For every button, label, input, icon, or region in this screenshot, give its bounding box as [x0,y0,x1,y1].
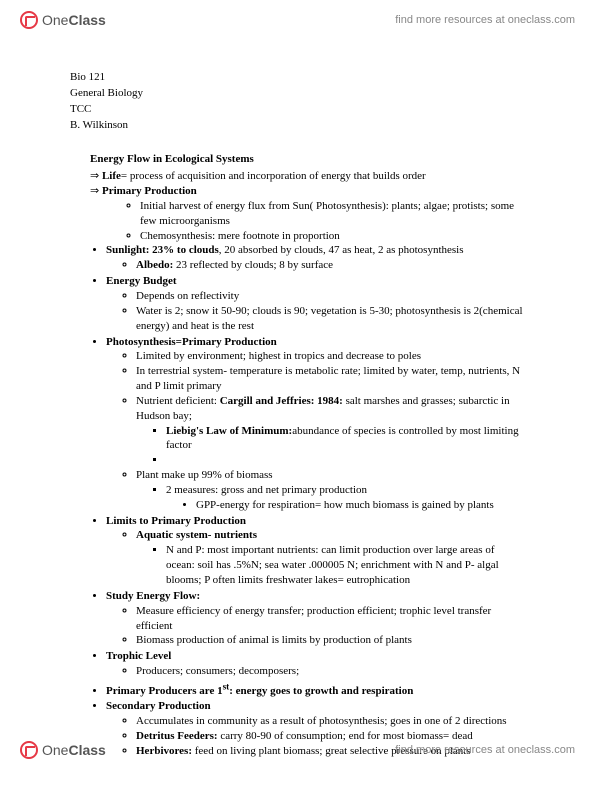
sub-list: Producers; consumers; decomposers; [106,664,525,679]
list-item: Plant make up 99% of biomass 2 measures:… [136,468,525,513]
logo-icon [20,11,38,29]
list-item: Water is 2; snow it 50-90; clouds is 90;… [136,304,525,334]
list-item: Life= process of acquisition and incorpo… [106,169,525,184]
course-code: Bio 121 [70,70,525,85]
list-item: 2 measures: gross and net primary produc… [166,483,525,513]
list-item: Liebig's Law of Minimum:abundance of spe… [166,424,525,454]
sub-list: Measure efficiency of energy transfer; p… [106,604,525,649]
sub-list: Aquatic system- nutrients N and P: most … [106,528,525,587]
sub-list: Albedo: 23 reflected by clouds; 8 by sur… [106,258,525,273]
list-item: Depends on reflectivity [136,289,525,304]
logo-text: OneClass [42,12,106,28]
list-item: Sunlight: 23% to clouds, 20 absorbed by … [106,243,525,273]
sub-list: Depends on reflectivity Water is 2; snow… [106,289,525,334]
sub-list: GPP-energy for respiration= how much bio… [166,498,525,513]
sub-list: N and P: most important nutrients: can l… [136,543,525,588]
logo-icon [20,741,38,759]
course-name: General Biology [70,86,525,101]
list-item: Chemosynthesis: mere footnote in proport… [140,229,525,244]
list-item: GPP-energy for respiration= how much bio… [196,498,525,513]
list-item: Measure efficiency of energy transfer; p… [136,604,525,634]
sub-list: 2 measures: gross and net primary produc… [136,483,525,513]
logo: OneClass [20,741,106,759]
sub-list: Liebig's Law of Minimum:abundance of spe… [136,424,525,469]
list-item: Aquatic system- nutrients N and P: most … [136,528,525,587]
course-school: TCC [70,102,525,117]
list-item: Biomass production of animal is limits b… [136,633,525,648]
list-item: Accumulates in community as a result of … [136,714,525,729]
course-instructor: B. Wilkinson [70,118,525,133]
list-item: Primary Production [106,184,525,199]
footer-tagline: find more resources at oneclass.com [395,744,575,756]
logo: OneClass [20,11,106,29]
list-item: Primary Producers are 1st: energy goes t… [106,680,525,699]
heading-energy-flow: Energy Flow in Ecological Systems [90,152,525,167]
list-item: Albedo: 23 reflected by clouds; 8 by sur… [136,258,525,273]
list-item: Photosynthesis=Primary Production Limite… [106,335,525,513]
list-item [166,453,525,468]
list-item: Producers; consumers; decomposers; [136,664,525,679]
list-item: Limited by environment; highest in tropi… [136,349,525,364]
course-info: Bio 121 General Biology TCC B. Wilkinson [70,70,525,132]
list-item: Trophic Level Producers; consumers; deco… [106,649,525,679]
header-bar: OneClass find more resources at oneclass… [0,0,595,40]
list-item: Nutrient deficient: Cargill and Jeffries… [136,394,525,468]
list-item: Energy Budget Depends on reflectivity Wa… [106,274,525,333]
logo-text: OneClass [42,742,106,758]
arrow-list: Life= process of acquisition and incorpo… [70,169,525,199]
list-item: Study Energy Flow: Measure efficiency of… [106,589,525,648]
list-item: In terrestrial system- temperature is me… [136,364,525,394]
sub-list: Limited by environment; highest in tropi… [106,349,525,512]
bullet-list: Sunlight: 23% to clouds, 20 absorbed by … [78,243,525,758]
list-item: N and P: most important nutrients: can l… [166,543,525,588]
list-item: Initial harvest of energy flux from Sun(… [140,199,525,229]
list-item: Limits to Primary Production Aquatic sys… [106,514,525,588]
sub-list: Initial harvest of energy flux from Sun(… [70,199,525,244]
document-body: Bio 121 General Biology TCC B. Wilkinson… [0,40,595,810]
header-tagline: find more resources at oneclass.com [395,14,575,26]
footer-bar: OneClass find more resources at oneclass… [0,730,595,770]
